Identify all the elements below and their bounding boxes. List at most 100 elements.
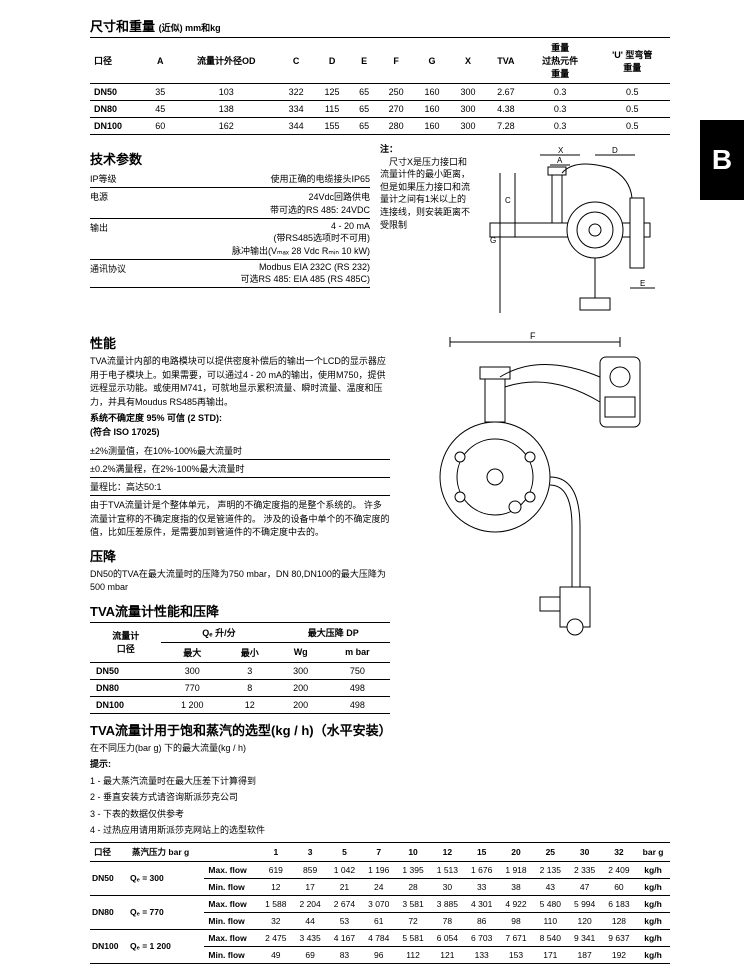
sel-minlabel: Min. flow	[204, 912, 258, 929]
sel-cell: 21	[327, 878, 361, 895]
sel-cell: 120	[567, 912, 601, 929]
dimensions-title: 尺寸和重量 (近似) mm和kg	[90, 16, 670, 35]
sel-dn: DN80	[90, 895, 128, 929]
sel-cell: 6 703	[465, 929, 499, 946]
sel-cell: 38	[499, 878, 533, 895]
sel-cell: 43	[533, 878, 567, 895]
sel-cell: 2 475	[259, 929, 293, 946]
sel-cell: 121	[430, 946, 464, 963]
dim-cell: 2.67	[486, 84, 526, 101]
accuracy-row: ±0.2%满量程，在2%-100%最大流量时	[90, 460, 390, 478]
performance-para1: TVA流量计内部的电路模块可以提供密度补偿后的输出一个LCD的显示器应用于电子模…	[90, 355, 390, 409]
sel-cell: 24	[362, 878, 396, 895]
perf-cell: 1 200	[161, 696, 223, 713]
dim-cell: 115	[314, 101, 350, 118]
dim-cell: 0.3	[526, 118, 595, 135]
dimensions-table: 口径A流量计外径ODCDEFGXTVA重量 过热元件 重量'U' 型弯管 重量 …	[90, 37, 670, 135]
sel-cell: 3 581	[396, 895, 430, 912]
dim-cell: 300	[450, 118, 486, 135]
dim-cell: 65	[350, 118, 378, 135]
sel-cell: 17	[293, 878, 327, 895]
dim-cell: 160	[414, 118, 450, 135]
spec-label: 电源	[90, 188, 145, 219]
dim-cell: 0.5	[595, 118, 671, 135]
sel-cell: 9 341	[567, 929, 601, 946]
perf-cell: 8	[223, 679, 277, 696]
dim-header: C	[278, 38, 314, 84]
sel-cell: 2 335	[567, 861, 601, 878]
dim-header: F	[378, 38, 414, 84]
sel-dn: DN50	[90, 861, 128, 895]
sel-header: 7	[362, 842, 396, 861]
sel-cell: 4 784	[362, 929, 396, 946]
top-diagram: X D A	[480, 143, 660, 323]
dim-cell: 300	[450, 84, 486, 101]
svg-text:X: X	[558, 146, 564, 155]
sel-cell: 1 513	[430, 861, 464, 878]
sel-cell: 30	[430, 878, 464, 895]
pressure-drop-title: 压降	[90, 546, 390, 565]
sel-cell: 171	[533, 946, 567, 963]
sel-q: Qₑ = 300	[128, 861, 204, 895]
sel-header: 25	[533, 842, 567, 861]
sel-cell: 187	[567, 946, 601, 963]
dim-cell: 45	[146, 101, 174, 118]
dim-cell: 125	[314, 84, 350, 101]
spec-label: 通讯协议	[90, 260, 145, 288]
notes-title: 注：	[380, 143, 474, 156]
dim-header: 'U' 型弯管 重量	[595, 38, 671, 84]
sel-header: 5	[327, 842, 361, 861]
sel-cell: 33	[465, 878, 499, 895]
sel-maxlabel: Max. flow	[204, 895, 258, 912]
sel-cell: 5 581	[396, 929, 430, 946]
perf-table: 流量计 口径 Qₑ 升/分 最大压降 DP 最大最小Wgm bar DN5030…	[90, 622, 390, 714]
sel-cell: 2 204	[293, 895, 327, 912]
sel-cell: 12	[259, 878, 293, 895]
sel-cell: 859	[293, 861, 327, 878]
sel-unit: kg/h	[636, 895, 670, 912]
dim-cell: 270	[378, 101, 414, 118]
dim-cell: 280	[378, 118, 414, 135]
dim-header: A	[146, 38, 174, 84]
sel-cell: 60	[602, 878, 636, 895]
dim-cell: 300	[450, 101, 486, 118]
page-content: 尺寸和重量 (近似) mm和kg 口径A流量计外径ODCDEFGXTVA重量 过…	[0, 0, 700, 974]
accuracy-row: 量程比：高达50:1	[90, 478, 390, 496]
dim-cell: 65	[350, 84, 378, 101]
sel-unit: kg/h	[636, 878, 670, 895]
sel-cell: 1 918	[499, 861, 533, 878]
dim-cell: 60	[146, 118, 174, 135]
hint-line: 1 - 最大蒸汽流量时在最大压差下计算得到	[90, 775, 670, 789]
sel-cell: 619	[259, 861, 293, 878]
dim-cell: 155	[314, 118, 350, 135]
dim-cell: DN80	[90, 101, 146, 118]
svg-text:C: C	[505, 196, 511, 205]
sel-cell: 110	[533, 912, 567, 929]
sel-cell: 47	[567, 878, 601, 895]
sel-cell: 128	[602, 912, 636, 929]
sel-cell: 61	[362, 912, 396, 929]
sel-cell: 4 301	[465, 895, 499, 912]
sel-cell: 5 994	[567, 895, 601, 912]
perf-cell: 750	[325, 662, 390, 679]
perf-cell: 12	[223, 696, 277, 713]
dim-header: X	[450, 38, 486, 84]
perf-cell: 3	[223, 662, 277, 679]
sel-cell: 96	[362, 946, 396, 963]
sel-cell: 98	[499, 912, 533, 929]
sel-unit: kg/h	[636, 912, 670, 929]
sel-cell: 72	[396, 912, 430, 929]
dim-header: 流量计外径OD	[174, 38, 278, 84]
sel-cell: 9 637	[602, 929, 636, 946]
dim-cell: 0.3	[526, 84, 595, 101]
perf-cell: 300	[161, 662, 223, 679]
tech-title: 技术参数	[90, 149, 370, 168]
sel-cell: 28	[396, 878, 430, 895]
sel-cell: 53	[327, 912, 361, 929]
dim-cell: 4.38	[486, 101, 526, 118]
perf-cell: 300	[277, 662, 325, 679]
sel-cell: 1 588	[259, 895, 293, 912]
dim-cell: 250	[378, 84, 414, 101]
perf-table-title: TVA流量计性能和压降	[90, 601, 390, 620]
dim-header: 口径	[90, 38, 146, 84]
